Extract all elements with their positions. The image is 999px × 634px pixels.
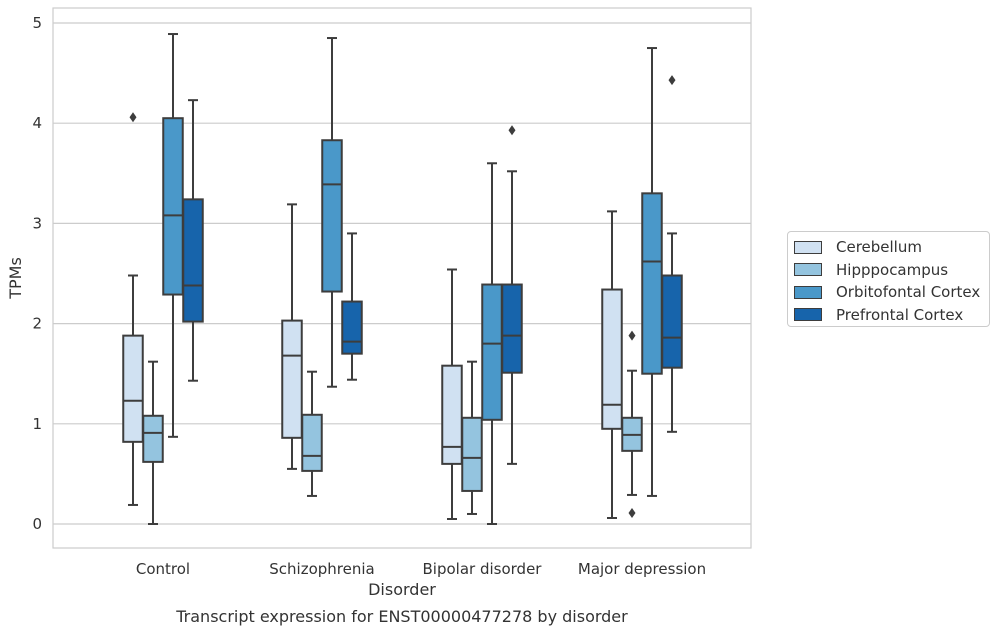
box-cerebellum [122, 112, 144, 506]
y-axis-label: TPMs [6, 257, 25, 300]
chart-title: Transcript expression for ENST0000047727… [175, 607, 628, 626]
box-body [321, 139, 343, 293]
box-body [661, 274, 683, 369]
y-tick-label: 4 [32, 114, 42, 132]
x-axis-ticks: Control Schizophrenia Bipolar disorder Majo… [136, 560, 706, 578]
box-cerebellum [601, 210, 623, 519]
outlier-point [628, 330, 636, 341]
outlier-point [668, 75, 676, 86]
x-tick-label: Major depression [578, 560, 706, 578]
box-body [301, 413, 323, 472]
box-orbitofontal-cortex [641, 47, 663, 497]
legend-swatch [794, 285, 822, 299]
box-prefrontal-cortex [182, 99, 204, 382]
box-hipppocampus [301, 370, 323, 497]
box-cerebellum [281, 203, 303, 470]
legend-swatch [794, 240, 822, 254]
box-body [501, 283, 523, 374]
box-hipppocampus [142, 360, 164, 525]
box-body [281, 319, 303, 439]
outlier-point [508, 125, 516, 136]
legend: Cerebellum Hipppocampus Orbitofontal Corte… [787, 231, 990, 327]
legend-item: Orbitofontal Cortex [794, 281, 989, 304]
legend-label: Orbitofontal Cortex [836, 283, 981, 302]
box-body [122, 334, 144, 443]
box-body [441, 364, 463, 465]
outlier-point [129, 112, 137, 123]
x-tick-label: Control [136, 560, 190, 578]
legend-item: Cerebellum [794, 236, 989, 259]
y-axis-ticks: 0 1 2 3 4 5 [32, 14, 42, 533]
box-prefrontal-cortex [661, 75, 683, 433]
box-hipppocampus [621, 330, 643, 518]
box-orbitofontal-cortex [321, 37, 343, 388]
x-tick-label: Bipolar disorder [423, 560, 543, 578]
legend-item: Hipppocampus [794, 259, 989, 282]
box-body [162, 117, 184, 296]
x-axis-label: Disorder [368, 580, 436, 599]
x-tick-label: Schizophrenia [269, 560, 374, 578]
box-body [142, 414, 164, 463]
legend-swatch [794, 263, 822, 277]
legend-label: Prefrontal Cortex [836, 305, 964, 324]
box-body [182, 198, 204, 323]
legend-swatch [794, 308, 822, 322]
legend-label: Hipppocampus [836, 260, 949, 279]
box-body [481, 283, 503, 421]
y-tick-label: 2 [32, 315, 42, 333]
legend-item: Prefrontal Cortex [794, 304, 989, 327]
box-body [601, 288, 623, 430]
legend-label: Cerebellum [836, 238, 922, 257]
box-prefrontal-cortex [341, 232, 363, 381]
box-body [641, 192, 663, 375]
box-hipppocampus [461, 360, 483, 515]
box-cerebellum [441, 268, 463, 520]
y-tick-label: 3 [32, 214, 42, 232]
box-body [461, 416, 483, 492]
box-prefrontal-cortex [501, 125, 523, 465]
y-tick-label: 0 [32, 515, 42, 533]
y-tick-label: 1 [32, 415, 42, 433]
y-tick-label: 5 [32, 14, 42, 32]
box-body [341, 300, 363, 355]
boxes-layer [122, 33, 683, 525]
outlier-point [628, 507, 636, 518]
